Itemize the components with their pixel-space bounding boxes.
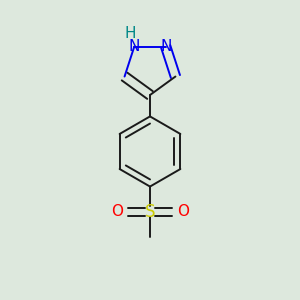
Text: O: O [111, 204, 123, 219]
Text: S: S [145, 203, 155, 221]
Text: H: H [124, 26, 136, 41]
Text: N: N [129, 39, 140, 54]
Text: O: O [177, 204, 189, 219]
Text: N: N [160, 39, 171, 54]
